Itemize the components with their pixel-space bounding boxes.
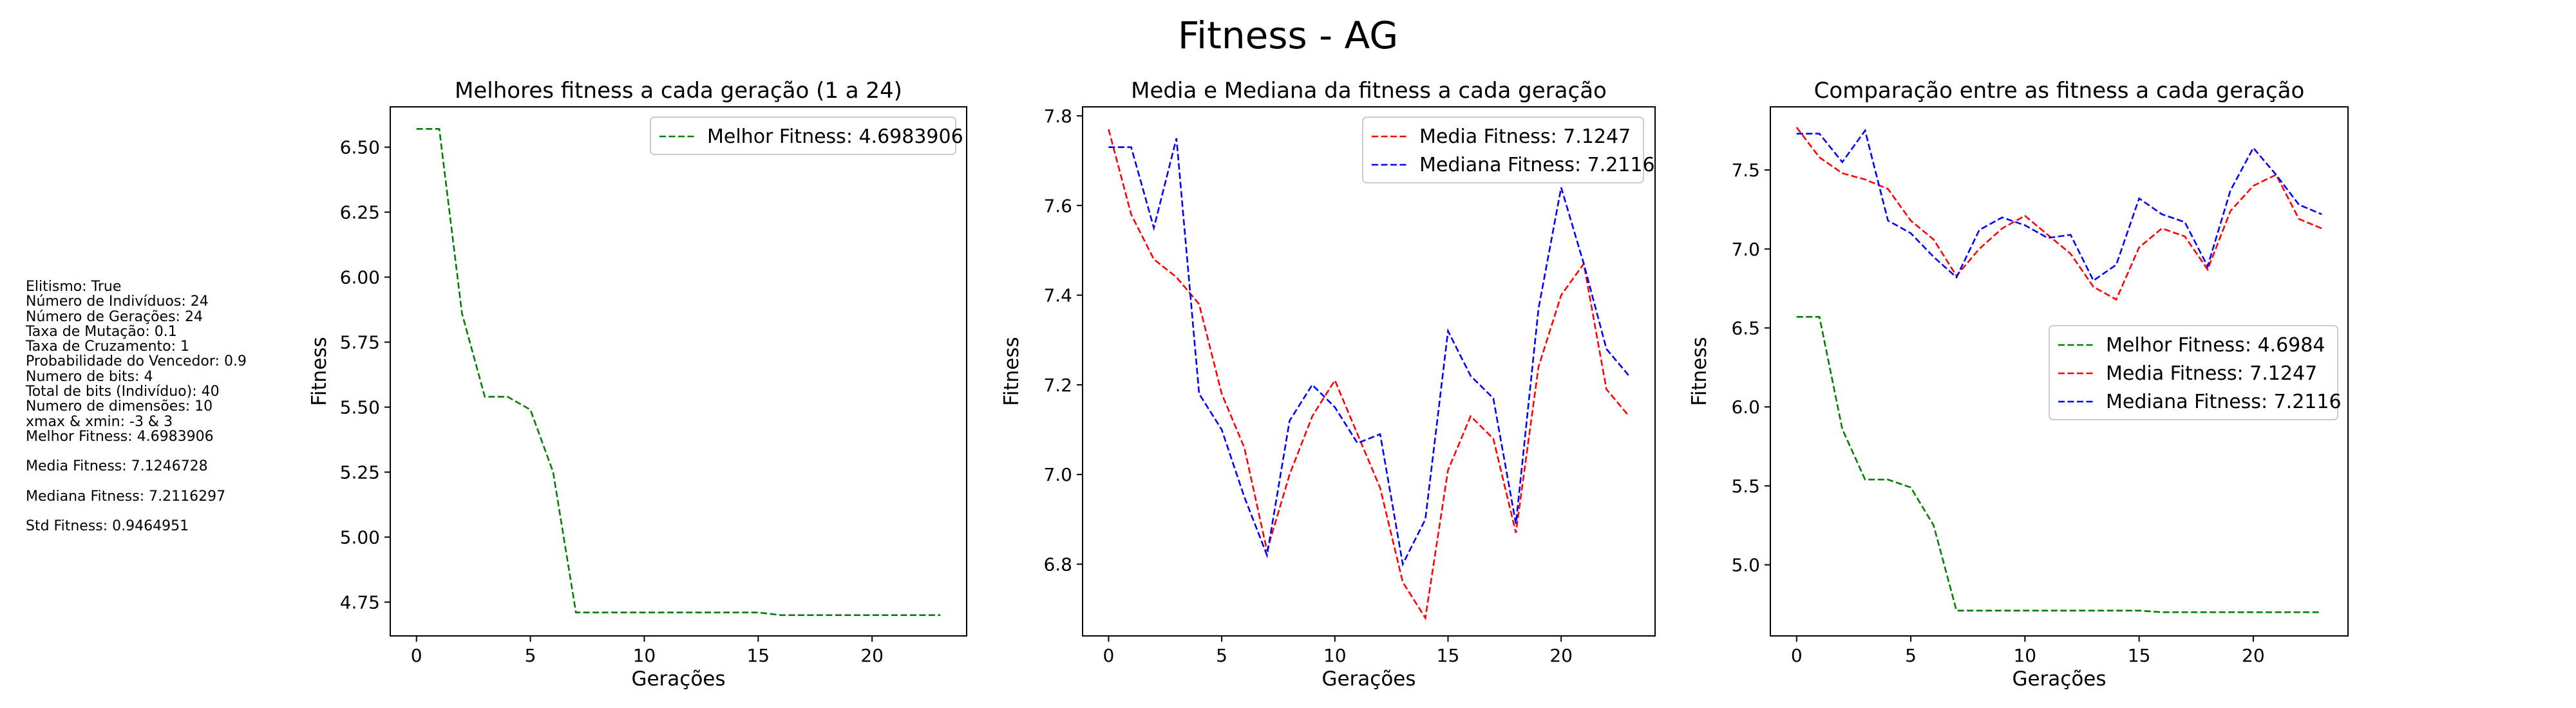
chart-3: Comparação entre as fitness a cada geraç… [1688, 78, 2349, 691]
chart-title: Melhores fitness a cada geração (1 a 24) [455, 78, 902, 104]
x-tick-label: 0 [1103, 645, 1114, 666]
y-tick-label: 5.0 [1731, 555, 1760, 576]
legend-box [1362, 116, 1644, 183]
x-tick-label: 10 [2013, 645, 2036, 666]
legend-entry: Melhor Fitness: 4.6984 [2106, 334, 2325, 357]
x-axis-label: Gerações [631, 667, 725, 691]
y-tick-label: 7.4 [1043, 285, 1072, 306]
chart-title: Media e Mediana da fitness a cada geraçã… [1131, 78, 1607, 104]
x-axis-label: Gerações [1321, 667, 1416, 691]
y-tick-label: 6.5 [1731, 318, 1760, 339]
parameter-line: Mediana Fitness: 7.2116297 [26, 488, 226, 505]
x-tick-label: 5 [1216, 645, 1227, 666]
y-tick-label: 6.25 [340, 202, 380, 223]
x-tick-label: 15 [1437, 645, 1460, 666]
y-axis-label: Fitness [1000, 337, 1023, 405]
y-tick-label: 5.00 [340, 527, 380, 548]
series-line-median [1108, 138, 1630, 567]
legend-entry: Media Fitness: 7.1247 [1419, 126, 1631, 148]
x-tick-label: 15 [2128, 645, 2151, 666]
y-tick-label: 5.50 [340, 397, 380, 418]
x-tick-label: 0 [1791, 645, 1803, 666]
y-tick-label: 6.8 [1043, 554, 1072, 575]
y-tick-label: 7.8 [1043, 106, 1072, 127]
legend-box [2049, 325, 2338, 420]
parameter-line: Elitismo: True [26, 279, 122, 295]
parameters-panel: Elitismo: True Número de Indivíduos: 24 Nú… [26, 279, 247, 534]
x-tick-label: 20 [2242, 645, 2265, 666]
parameter-line: Número de Gerações: 24 [26, 308, 203, 325]
y-tick-label: 7.0 [1043, 464, 1072, 485]
axes-frame [1770, 106, 2349, 637]
parameter-line: Número de Indivíduos: 24 [26, 293, 209, 310]
legend-box [650, 116, 956, 155]
y-axis-label: Fitness [1688, 337, 1711, 405]
series-line-mean [1795, 127, 2322, 301]
parameter-gap [26, 444, 247, 459]
x-tick-label: 5 [525, 645, 536, 666]
y-tick-label: 7.6 [1043, 195, 1072, 216]
x-tick-label: 20 [1549, 645, 1573, 666]
x-tick-label: 15 [746, 645, 770, 666]
axes-frame [1082, 106, 1656, 637]
parameter-line: Total de bits (Indivíduo): 40 [26, 384, 220, 400]
chart-title: Comparação entre as fitness a cada geraç… [1814, 78, 2305, 104]
y-tick-label: 5.75 [340, 332, 380, 353]
y-tick-label: 7.5 [1731, 160, 1760, 181]
parameter-line: Probabilidade do Vencedor: 0.9 [26, 353, 247, 370]
y-tick-label: 6.00 [340, 267, 380, 288]
parameter-line: xmax & xmin: -3 & 3 [26, 413, 173, 430]
parameter-line: Taxa de Cruzamento: 1 [26, 339, 190, 355]
y-tick-label: 6.0 [1731, 396, 1760, 418]
x-tick-label: 0 [411, 645, 422, 666]
legend: Media Fitness: 7.1247 Mediana Fitness: 7.… [1362, 116, 1655, 183]
y-axis-label: Fitness [308, 337, 331, 405]
y-tick-label: 5.25 [340, 462, 380, 483]
x-tick-label: 10 [1323, 645, 1347, 666]
legend: Melhor Fitness: 4.6984 Media Fitness: 7.1… [2049, 325, 2342, 420]
legend-entry: Melhor Fitness: 4.6983906 [707, 126, 963, 148]
x-tick-label: 5 [1905, 645, 1917, 666]
figure-suptitle: Fitness - AG [1178, 14, 1398, 57]
legend: Melhor Fitness: 4.6983906 [650, 116, 963, 155]
y-tick-label: 7.0 [1731, 239, 1760, 260]
parameter-line: Media Fitness: 7.1246728 [26, 458, 208, 475]
series-line-mean [1108, 129, 1630, 620]
parameter-line: Melhor Fitness: 4.6983906 [26, 428, 214, 445]
chart-2: Media e Mediana da fitness a cada geraçã… [1000, 78, 1656, 691]
y-tick-label: 7.2 [1043, 375, 1072, 396]
parameter-gap [26, 474, 247, 489]
series-line-best [1796, 315, 2322, 613]
parameter-line: Numero de dimensões: 10 [26, 398, 213, 415]
parameter-line: Numero de bits: 4 [26, 368, 153, 385]
parameter-line: Taxa de Mutação: 0.1 [26, 323, 177, 340]
y-tick-label: 4.75 [340, 592, 380, 613]
x-axis-label: Gerações [2012, 667, 2106, 691]
y-tick-label: 6.50 [340, 137, 380, 158]
legend-entry: Mediana Fitness: 7.2116 [2106, 391, 2342, 413]
x-tick-label: 20 [860, 645, 884, 666]
axes-frame [390, 106, 967, 637]
chart-1: Melhores fitness a cada geração (1 a 24)… [308, 78, 967, 691]
legend-entry: Mediana Fitness: 7.2116 [1419, 154, 1655, 176]
legend-entry: Media Fitness: 7.1247 [2106, 362, 2317, 385]
x-tick-label: 10 [633, 645, 656, 666]
series-line-median [1796, 128, 2322, 282]
y-tick-label: 5.5 [1731, 476, 1760, 497]
series-line-best [416, 128, 941, 617]
parameter-gap [26, 504, 247, 519]
parameter-line: Std Fitness: 0.9464951 [26, 517, 189, 534]
